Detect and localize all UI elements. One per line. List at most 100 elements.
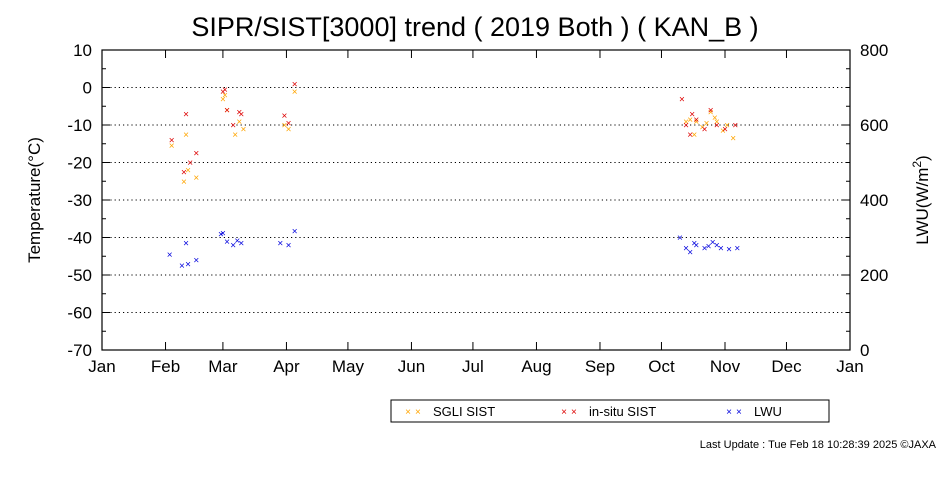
y-tick-label: -40 [67, 229, 92, 248]
data-point: × [169, 141, 175, 152]
data-point: × [693, 115, 699, 126]
data-point: × [714, 117, 720, 128]
data-point: × [691, 130, 697, 141]
x-tick-label: Jan [836, 357, 863, 376]
legend-marker: ×× [561, 407, 581, 418]
data-point: × [230, 241, 236, 252]
y2-axis-label: LWU(W/m2) [910, 155, 932, 244]
data-point: × [718, 244, 724, 255]
data-point: × [187, 158, 193, 169]
data-point: × [222, 85, 228, 96]
data-point: × [687, 130, 693, 141]
y2-tick-label: 800 [860, 41, 888, 60]
y-tick-label: -50 [67, 266, 92, 285]
legend: ×× SGLI SIST ×× in-situ SIST ×× LWU [390, 399, 830, 423]
chart-title: SIPR/SIST[3000] trend ( 2019 Both ) ( KA… [191, 12, 758, 42]
y2-label-end: ) [913, 155, 932, 161]
y2-tick-label: 200 [860, 266, 888, 285]
data-point: × [683, 244, 689, 255]
data-point: × [730, 134, 736, 145]
y-tick-label: -60 [67, 304, 92, 323]
data-point: × [722, 124, 728, 135]
last-update-text: Last Update : Tue Feb 18 10:28:39 2025 ©… [700, 439, 937, 451]
data-point: × [292, 226, 298, 237]
data-point: × [683, 117, 689, 128]
x-axis: Jan Feb Mar Apr May Jun Jul Aug Sep Oct Nov Dec Jan [88, 50, 864, 376]
data-point: × [185, 259, 191, 270]
data-point: × [236, 117, 242, 128]
data-point: × [230, 121, 236, 132]
data-point: × [181, 167, 187, 178]
y2-label-main: LWU(W/m [913, 168, 932, 245]
series-sgli-sist: ××××××××××× ××××××××××××××× [169, 87, 737, 188]
legend-label: LWU [754, 404, 782, 419]
data-point: × [281, 121, 287, 132]
data-point: × [702, 244, 708, 255]
data-point: × [234, 236, 240, 247]
x-tick-label: Dec [771, 357, 802, 376]
data-point: × [236, 107, 242, 118]
data-point: × [691, 239, 697, 250]
y-tick-label: -30 [67, 191, 92, 210]
data-point: × [708, 106, 714, 117]
data-point: × [732, 121, 738, 132]
data-point: × [720, 126, 726, 137]
y-tick-label: -70 [67, 341, 92, 360]
data-point: × [734, 244, 740, 255]
data-point: × [706, 241, 712, 252]
right-axis: 800 600 400 200 0 [842, 41, 888, 360]
y-tick-label: -20 [67, 154, 92, 173]
data-point: × [677, 233, 683, 244]
data-point: × [710, 238, 716, 249]
y2-tick-label: 600 [860, 116, 888, 135]
data-point: × [224, 106, 230, 117]
y-tick-label: -10 [67, 116, 92, 135]
series-lwu: ×××× ×××× ××× × ××××××× ××××× × × [167, 226, 741, 272]
data-point: × [224, 106, 230, 117]
y2-tick-label: 400 [860, 191, 888, 210]
data-point: × [218, 229, 224, 240]
x-tick-label: Mar [208, 357, 238, 376]
x-tick-label: Jan [88, 357, 115, 376]
x-tick-label: Apr [273, 357, 300, 376]
data-point: × [286, 241, 292, 252]
data-point: × [679, 94, 685, 105]
x-tick-label: Aug [521, 357, 551, 376]
data-point: × [702, 124, 708, 135]
data-point: × [693, 117, 699, 128]
data-point: × [292, 87, 298, 98]
legend-box [390, 399, 830, 423]
legend-marker: ×× [726, 407, 746, 418]
data-point: × [712, 113, 718, 124]
data-point: × [683, 121, 689, 132]
data-point: × [179, 261, 185, 272]
data-point: × [714, 121, 720, 132]
data-point: × [281, 111, 287, 122]
data-point: × [724, 121, 730, 132]
data-point: × [714, 241, 720, 252]
series-in-situ-sist: ××××××××××× ××××××××××× × × [169, 79, 739, 178]
data-point: × [185, 166, 191, 177]
x-tick-label: May [332, 357, 365, 376]
data-point: × [167, 250, 173, 261]
data-points: ××××××××××× ×××××××××××××××××××××××××× ×××… [167, 79, 741, 272]
data-point: × [687, 247, 693, 258]
data-point: × [689, 109, 695, 120]
y-tick-label: 0 [83, 79, 92, 98]
data-point: × [220, 229, 226, 240]
data-point: × [220, 94, 226, 105]
x-tick-label: Jun [398, 357, 425, 376]
data-point: × [220, 87, 226, 98]
data-point: × [183, 239, 189, 250]
data-point: × [193, 173, 199, 184]
data-point: × [183, 109, 189, 120]
left-axis: 10 0 -10 -20 -30 -40 -50 -60 -70 [67, 41, 110, 360]
y2-label-superscript: 2 [910, 161, 924, 168]
data-point: × [222, 91, 228, 102]
x-tick-label: Nov [710, 357, 741, 376]
data-point: × [169, 136, 175, 147]
x-tick-label: Jul [462, 357, 484, 376]
data-point: × [224, 237, 230, 248]
data-point: × [700, 122, 706, 133]
